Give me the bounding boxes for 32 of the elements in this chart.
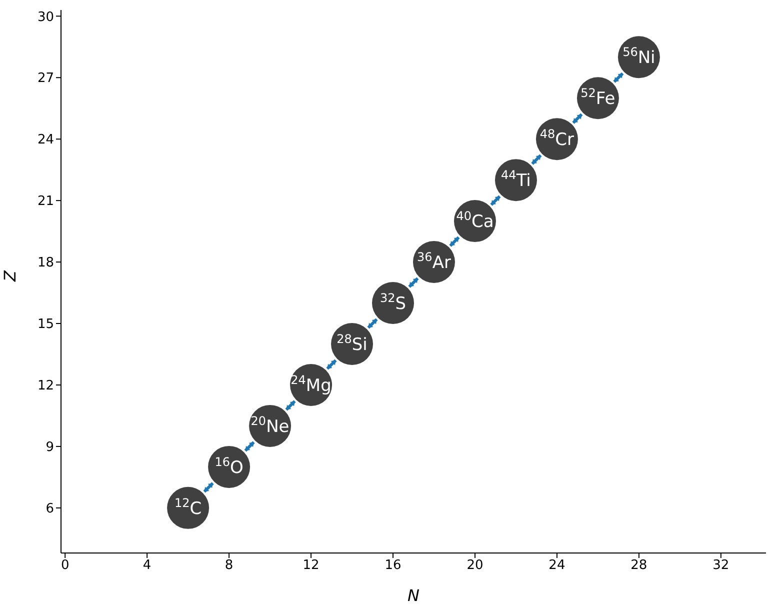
- y-tick-label: 24: [37, 132, 54, 148]
- x-tick-label: 4: [142, 558, 152, 574]
- annotation: $^{32}$S: [380, 291, 406, 314]
- x-tick-label: 16: [384, 558, 402, 574]
- x-tick-label: 12: [302, 558, 320, 574]
- annotation: $^{44}$Ti: [501, 168, 531, 192]
- annotation: $^{20}$Ne: [250, 414, 290, 437]
- x-tick-label: 28: [630, 558, 648, 574]
- y-tick-label: 30: [37, 10, 54, 25]
- x-axis-title: N: [408, 586, 420, 605]
- y-axis-title: Z: [0, 270, 20, 282]
- annotation: $^{40}$Ca: [456, 209, 494, 232]
- annotation: $^{52}$Fe: [580, 86, 616, 110]
- x-tick-label: 24: [548, 558, 566, 574]
- x-tick-label: 8: [224, 558, 234, 574]
- y-tick-label: 18: [37, 256, 54, 271]
- annotation: $^{24}$Mg: [290, 372, 332, 396]
- x-tick-label: 0: [60, 558, 70, 574]
- annotation: $^{36}$Ar: [417, 250, 451, 274]
- x-tick-label: 20: [466, 558, 484, 574]
- annotation: $^{56}$Ni: [622, 45, 656, 68]
- x-tick-label: 32: [712, 558, 730, 574]
- y-tick-label: 9: [46, 440, 54, 456]
- annotation: $^{28}$Si: [336, 332, 368, 355]
- y-tick-label: 6: [46, 502, 54, 517]
- y-tick-label: 12: [37, 378, 54, 394]
- annotation: $^{16}$O: [214, 454, 244, 478]
- y-tick-label: 27: [37, 71, 54, 86]
- annotation: $^{12}$C: [174, 496, 202, 519]
- annotation: $^{48}$Cr: [540, 127, 574, 150]
- y-tick-label: 21: [37, 194, 54, 210]
- y-tick-label: 15: [37, 317, 54, 332]
